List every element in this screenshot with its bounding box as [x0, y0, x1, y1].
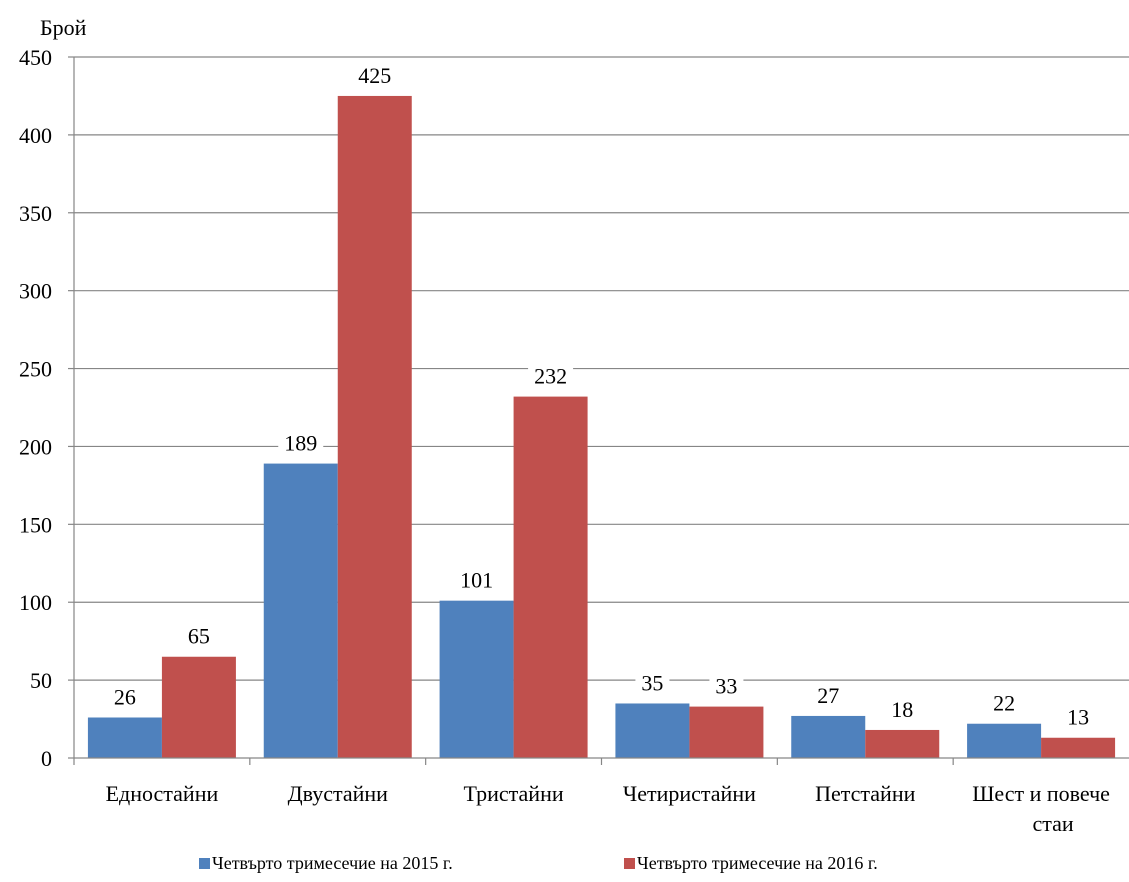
y-tick-label: 350 [19, 201, 52, 226]
data-label-background [352, 62, 398, 89]
legend-swatch-2015 [199, 858, 210, 869]
data-label-background [528, 363, 574, 390]
data-labels: 26 65 189 425 101 232 35 33 27 18 22 13 [107, 62, 1096, 731]
data-label: 232 [534, 364, 567, 389]
legend-label-2016: Четвърто тримесечие на 2016 г. [637, 853, 878, 873]
bars [87, 95, 1116, 758]
data-label-background [107, 684, 142, 711]
data-label: 65 [188, 624, 210, 649]
legend-swatch-2016 [624, 858, 635, 869]
bar [967, 723, 1042, 758]
y-tick-labels: 0 50 100 150 200 250 300 350 400 450 [19, 45, 52, 771]
y-tick-label: 0 [41, 746, 52, 771]
bar [263, 463, 338, 758]
x-category-label: Едностайни [106, 781, 219, 806]
data-label: 27 [817, 683, 839, 708]
bar [689, 706, 764, 758]
x-category-labels: Едностайни Двустайни Тристайни Четиристайни… [106, 781, 1110, 836]
data-label: 22 [993, 691, 1015, 716]
x-category-label: Петстайни [815, 781, 915, 806]
bar [439, 600, 514, 758]
data-label-background [811, 682, 846, 709]
bar [513, 396, 588, 758]
data-label-background [635, 670, 670, 697]
y-tick-label: 150 [19, 512, 52, 537]
bar [337, 95, 412, 758]
bar [865, 729, 940, 758]
x-category-label: Шест и повече [972, 781, 1110, 806]
data-label-background [987, 690, 1022, 717]
data-label-background [709, 673, 744, 700]
data-label-background [278, 430, 324, 457]
x-category-label: Четиристайни [623, 781, 756, 806]
x-category-label: стаи [1032, 811, 1073, 836]
axes [68, 56, 1129, 765]
y-axis-label: Брой [40, 15, 87, 40]
bar [87, 717, 162, 758]
bar [1041, 737, 1116, 758]
legend-label-2015: Четвърто тримесечие на 2015 г. [212, 853, 453, 873]
y-tick-label: 300 [19, 279, 52, 304]
bar [615, 703, 690, 758]
y-tick-label: 450 [19, 45, 52, 70]
data-label: 189 [284, 431, 317, 456]
data-label: 26 [114, 684, 136, 709]
y-tick-label: 250 [19, 357, 52, 382]
data-label: 425 [358, 63, 391, 88]
data-label: 35 [641, 670, 663, 695]
data-label: 18 [891, 697, 913, 722]
y-tick-label: 100 [19, 590, 52, 615]
y-tick-label: 400 [19, 123, 52, 148]
data-label: 101 [460, 568, 493, 593]
data-label-background [181, 623, 216, 650]
data-label-background [454, 567, 500, 594]
data-label-background [885, 696, 920, 723]
data-label: 13 [1067, 705, 1089, 730]
data-label: 33 [715, 674, 737, 699]
x-category-label: Тристайни [464, 781, 564, 806]
data-label-background [1061, 704, 1096, 731]
bar [161, 656, 236, 758]
gridlines [74, 56, 1129, 681]
x-category-label: Двустайни [288, 781, 389, 806]
y-tick-label: 200 [19, 434, 52, 459]
y-tick-label: 50 [30, 668, 52, 693]
legend: Четвърто тримесечие на 2015 г. Четвърто … [199, 853, 878, 873]
bar [791, 715, 866, 758]
